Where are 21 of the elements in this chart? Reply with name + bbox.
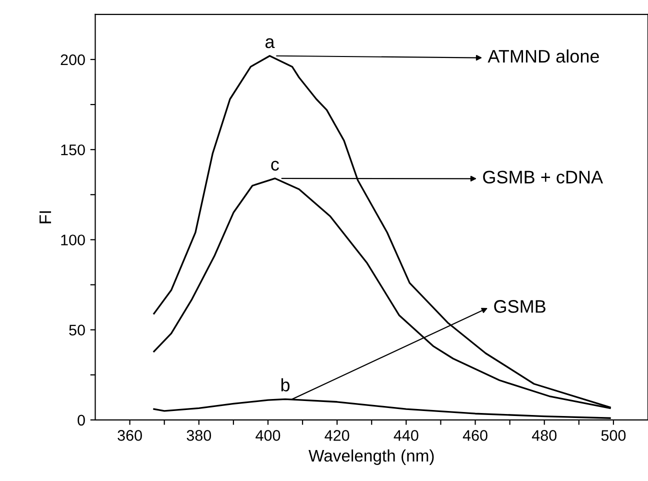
y-tick-label: 150 xyxy=(61,144,85,156)
y-tick-label: 100 xyxy=(61,234,85,246)
x-tick-label: 460 xyxy=(462,430,488,441)
y-axis-title: FI xyxy=(40,211,52,224)
y-tick-label: 50 xyxy=(69,324,85,336)
y-tick-label: 0 xyxy=(78,414,85,426)
y-tick-label: 200 xyxy=(60,54,85,66)
x-tick-label: 480 xyxy=(532,430,557,441)
x-tick-label: 360 xyxy=(118,430,142,441)
annotation: GSMB + cDNA xyxy=(483,170,604,184)
annotation: ATMND alone xyxy=(488,49,599,63)
x-tick-label: 380 xyxy=(186,430,212,441)
x-tick-label: 400 xyxy=(256,430,280,441)
x-tick-label: 440 xyxy=(394,430,418,441)
series-label: b xyxy=(281,378,290,392)
x-tick-label: 500 xyxy=(601,430,626,441)
series-label: a xyxy=(265,38,275,48)
annotation: GSMB xyxy=(494,300,546,313)
series-label: c xyxy=(271,160,279,171)
x-axis-title: Wavelength (nm) xyxy=(308,449,434,465)
x-tick-label: 420 xyxy=(324,430,350,441)
